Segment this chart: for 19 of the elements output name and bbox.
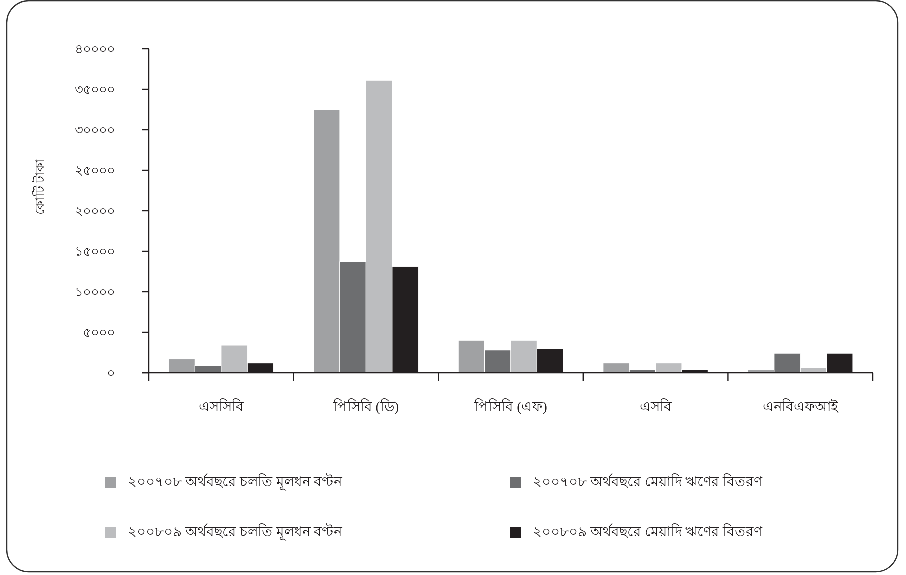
x-tick-label: এসসিবি xyxy=(198,398,244,416)
legend-label: ২০০৮০৯ অর্থবছরে মেয়াদি ঋণের বিতরণ xyxy=(533,524,763,540)
y-tick-label: ২০০০০ xyxy=(75,204,115,218)
y-tick-label: ০ xyxy=(107,366,115,380)
x-tick-label: এসবি xyxy=(640,398,672,416)
x-tick-label: পিসিবি (ডি) xyxy=(332,398,400,416)
y-tick-label: ২৫০০০ xyxy=(75,163,115,178)
x-tick-label: এনবিএফআই xyxy=(763,398,840,416)
y-tick-label: ৪০০০০ xyxy=(75,42,115,56)
y-tick-label: ৩০০০০ xyxy=(75,122,115,138)
y-tick-label: ৫০০০ xyxy=(83,325,115,340)
legend-label: ২০০৭০৮ অর্থবছরে চলতি মূলধন বণ্টন xyxy=(128,472,343,490)
legend-label: ২০০৭০৮ অর্থবছরে মেয়াদি ঋণের বিতরণ xyxy=(533,474,763,490)
y-tick-label: ৩৫০০০ xyxy=(75,82,115,97)
y-tick-label: ১০০০০ xyxy=(75,284,115,300)
y-axis-title: কোটি টাকা xyxy=(32,158,48,216)
legend-label: ২০০৮০৯ অর্থবছরে চলতি মূলধন বণ্টন xyxy=(128,522,343,540)
x-tick-label: পিসিবি (এফ) xyxy=(474,398,548,416)
y-tick-label: ১৫০০০ xyxy=(75,244,115,259)
